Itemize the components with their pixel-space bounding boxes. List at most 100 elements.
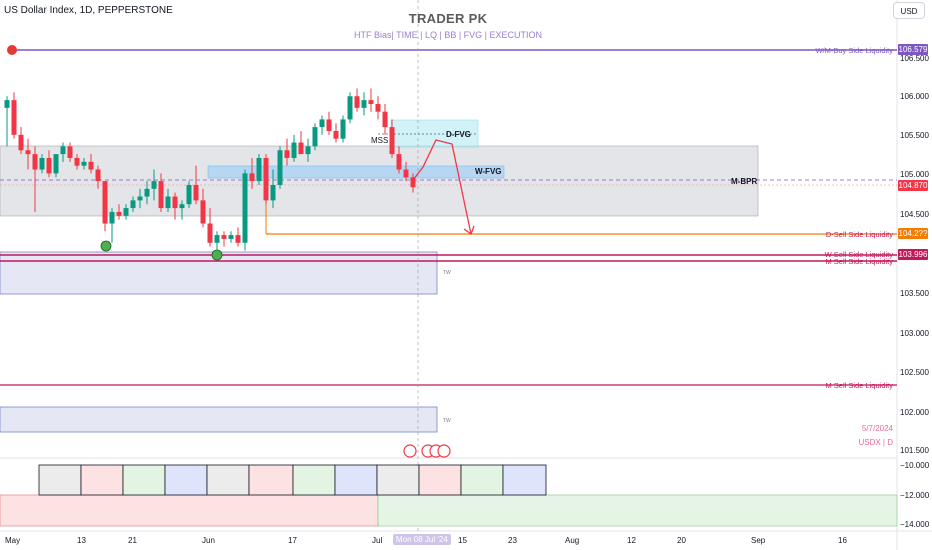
candle-body[interactable]	[158, 181, 164, 209]
buy-liquidity-price-badge: 106.579	[898, 44, 928, 55]
cursor-date-label: Mon 08 Jul '24	[393, 534, 451, 545]
candle-body[interactable]	[298, 142, 304, 155]
time-label: 17	[288, 536, 297, 545]
candle-body[interactable]	[333, 130, 339, 139]
us-flag-event-icon[interactable]	[403, 444, 417, 458]
time-label: Sep	[751, 536, 766, 545]
candle-body[interactable]	[4, 100, 10, 108]
candle-body[interactable]	[326, 119, 332, 131]
candle-body[interactable]	[25, 150, 31, 155]
candle-body[interactable]	[60, 146, 66, 155]
symbol-title[interactable]: US Dollar Index, 1D, PEPPERSTONE	[4, 5, 173, 16]
m-bpr-zone	[0, 145, 759, 217]
candle-body[interactable]	[214, 235, 220, 243]
candle-body[interactable]	[256, 157, 262, 182]
candle-body[interactable]	[347, 96, 353, 120]
candle-body[interactable]	[319, 119, 325, 128]
swing-low-marker	[211, 249, 223, 261]
candle-body[interactable]	[130, 200, 136, 209]
osc-box	[38, 464, 82, 496]
candle-body[interactable]	[396, 154, 402, 170]
candle-body[interactable]	[67, 146, 73, 158]
candle-body[interactable]	[109, 211, 115, 224]
currency-button[interactable]: USD	[893, 2, 925, 19]
osc-box	[292, 464, 336, 496]
candle-body[interactable]	[46, 157, 52, 174]
candle-body[interactable]	[200, 200, 206, 224]
watermark-symbol: USDX | D	[858, 438, 893, 447]
last-price-badge: 104.870	[898, 180, 928, 191]
candle-body[interactable]	[305, 146, 311, 155]
candle-body[interactable]	[368, 100, 374, 104]
price-tick: 104.500	[900, 210, 929, 219]
candle-body[interactable]	[389, 127, 395, 155]
candle-body[interactable]	[172, 196, 178, 209]
candle-body[interactable]	[137, 196, 143, 201]
candle-body[interactable]	[18, 134, 24, 151]
swing-low-marker	[100, 240, 112, 252]
candle-body[interactable]	[361, 100, 367, 108]
osc-tick: −10.000	[900, 461, 930, 470]
candle-body[interactable]	[410, 177, 416, 188]
candle-body[interactable]	[11, 100, 17, 135]
candle-body[interactable]	[249, 173, 255, 182]
candle-body[interactable]	[340, 119, 346, 139]
candle-body[interactable]	[151, 181, 157, 189]
candle-body[interactable]	[263, 157, 269, 201]
candle-body[interactable]	[270, 184, 276, 201]
m-sell-label-lower: M Sell Side Liquidity	[825, 381, 893, 390]
candle-body[interactable]	[81, 161, 87, 166]
candle-body[interactable]	[382, 111, 388, 128]
us-flag-event-icon[interactable]	[437, 444, 451, 458]
candle-body[interactable]	[403, 169, 409, 178]
candle-body[interactable]	[39, 157, 45, 170]
candle-body[interactable]	[102, 181, 108, 224]
price-tick: 106.000	[900, 92, 929, 101]
w-fvg-label: W-FVG	[475, 167, 502, 176]
candle-body[interactable]	[375, 103, 381, 112]
candle-body[interactable]	[179, 204, 185, 209]
candle-body[interactable]	[221, 235, 227, 239]
osc-box	[206, 464, 250, 496]
candle-body[interactable]	[277, 150, 283, 185]
candle-body[interactable]	[53, 154, 59, 174]
candle-body[interactable]	[165, 196, 171, 209]
candle-body[interactable]	[74, 157, 80, 166]
d-sell-label: D-Sell Side Liquidity	[826, 230, 893, 239]
time-label: 15	[458, 536, 467, 545]
brand-title: TRADER PK	[408, 11, 488, 26]
candle-body[interactable]	[193, 184, 199, 201]
candle-body[interactable]	[312, 127, 318, 147]
d-sell-price-badge: 104.2??	[898, 228, 928, 239]
mss-label: MSS	[371, 136, 388, 145]
candle-body[interactable]	[354, 96, 360, 108]
candle-body[interactable]	[228, 235, 234, 239]
buy-liquidity-dot	[7, 45, 17, 55]
price-tick: 103.000	[900, 329, 929, 338]
candle-body[interactable]	[186, 184, 192, 205]
price-tick: 101.500	[900, 446, 929, 455]
price-tick: 102.000	[900, 408, 929, 417]
candle-body[interactable]	[235, 235, 241, 243]
candle-body[interactable]	[88, 161, 94, 170]
d-fvg-label: D-FVG	[446, 130, 471, 139]
tw-label: TW	[443, 270, 451, 276]
candle-body[interactable]	[207, 223, 213, 243]
candle-body[interactable]	[284, 150, 290, 158]
candle-body[interactable]	[95, 169, 101, 182]
candle-body[interactable]	[32, 154, 38, 170]
osc-weekly-boxes	[38, 464, 547, 496]
time-label: 16	[838, 536, 847, 545]
osc-box	[376, 464, 420, 496]
candle-body[interactable]	[291, 142, 297, 158]
candle-body[interactable]	[123, 208, 129, 216]
osc-box	[248, 464, 294, 496]
candle-body[interactable]	[242, 173, 248, 243]
candle-body[interactable]	[144, 188, 150, 197]
candle-body[interactable]	[116, 211, 122, 216]
m-sell-label: M Sell Side Liquidity	[825, 257, 893, 266]
price-tick: 103.500	[900, 289, 929, 298]
osc-box	[334, 464, 378, 496]
watermark-date: 5/7/2024	[861, 424, 893, 433]
